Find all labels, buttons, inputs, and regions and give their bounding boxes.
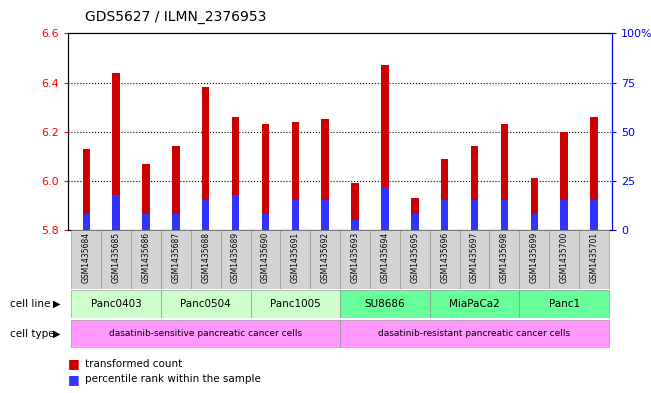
Bar <box>251 230 281 289</box>
Bar <box>549 230 579 289</box>
Text: GSM1435699: GSM1435699 <box>530 231 539 283</box>
Bar <box>202 87 210 230</box>
Bar <box>590 200 598 230</box>
Bar <box>471 200 478 230</box>
Bar <box>292 122 299 230</box>
Bar <box>519 290 609 318</box>
Bar <box>501 124 508 230</box>
Bar <box>143 163 150 230</box>
Bar <box>83 214 90 230</box>
Text: Panc0504: Panc0504 <box>180 299 231 309</box>
Text: GSM1435695: GSM1435695 <box>410 231 419 283</box>
Text: Panc0403: Panc0403 <box>90 299 141 309</box>
Text: GSM1435698: GSM1435698 <box>500 231 509 283</box>
Bar <box>430 230 460 289</box>
Text: GSM1435691: GSM1435691 <box>291 231 300 283</box>
Bar <box>72 320 340 348</box>
Bar <box>352 220 359 230</box>
Bar <box>501 200 508 230</box>
Text: GSM1435693: GSM1435693 <box>351 231 359 283</box>
Text: GSM1435685: GSM1435685 <box>111 231 120 283</box>
Text: dasatinib-sensitive pancreatic cancer cells: dasatinib-sensitive pancreatic cancer ce… <box>109 329 302 338</box>
Bar <box>340 290 430 318</box>
Text: Panc1005: Panc1005 <box>270 299 321 309</box>
Bar <box>381 187 389 230</box>
Bar <box>221 230 251 289</box>
Bar <box>400 230 430 289</box>
Bar <box>232 117 240 230</box>
Bar <box>161 290 251 318</box>
Bar <box>172 146 180 230</box>
Text: GDS5627 / ILMN_2376953: GDS5627 / ILMN_2376953 <box>85 10 266 24</box>
Text: GSM1435701: GSM1435701 <box>590 231 598 283</box>
Text: transformed count: transformed count <box>85 358 182 369</box>
Text: percentile rank within the sample: percentile rank within the sample <box>85 374 260 384</box>
Text: GSM1435694: GSM1435694 <box>380 231 389 283</box>
Bar <box>72 290 161 318</box>
Bar <box>281 230 311 289</box>
Bar <box>370 230 400 289</box>
Text: ■: ■ <box>68 373 80 386</box>
Bar <box>340 230 370 289</box>
Text: GSM1435697: GSM1435697 <box>470 231 479 283</box>
Bar <box>251 290 340 318</box>
Bar <box>531 214 538 230</box>
Bar <box>411 214 419 230</box>
Bar <box>113 73 120 230</box>
Bar <box>519 230 549 289</box>
Bar <box>83 149 90 230</box>
Text: ▶: ▶ <box>53 329 61 339</box>
Bar <box>490 230 519 289</box>
Bar <box>561 200 568 230</box>
Bar <box>411 198 419 230</box>
Bar <box>352 183 359 230</box>
Text: GSM1435700: GSM1435700 <box>560 231 569 283</box>
Bar <box>322 119 329 230</box>
Bar <box>430 290 519 318</box>
Bar <box>262 124 270 230</box>
Text: GSM1435696: GSM1435696 <box>440 231 449 283</box>
Text: dasatinib-resistant pancreatic cancer cells: dasatinib-resistant pancreatic cancer ce… <box>378 329 571 338</box>
Text: GSM1435684: GSM1435684 <box>82 231 90 283</box>
Text: GSM1435687: GSM1435687 <box>171 231 180 283</box>
Bar <box>161 230 191 289</box>
Bar <box>262 214 270 230</box>
Text: SU8686: SU8686 <box>365 299 406 309</box>
Text: ■: ■ <box>68 357 80 370</box>
Text: GSM1435688: GSM1435688 <box>201 231 210 283</box>
Bar <box>590 117 598 230</box>
Bar <box>172 214 180 230</box>
Bar <box>340 320 609 348</box>
Bar <box>232 195 240 230</box>
Text: GSM1435686: GSM1435686 <box>141 231 150 283</box>
Text: Panc1: Panc1 <box>549 299 579 309</box>
Bar <box>113 195 120 230</box>
Bar <box>441 159 449 230</box>
Text: ▶: ▶ <box>53 299 61 309</box>
Bar <box>311 230 340 289</box>
Bar <box>322 200 329 230</box>
Bar <box>143 214 150 230</box>
Text: GSM1435689: GSM1435689 <box>231 231 240 283</box>
Bar <box>191 230 221 289</box>
Bar <box>561 132 568 230</box>
Text: cell type: cell type <box>10 329 55 339</box>
Bar <box>441 200 449 230</box>
Text: GSM1435692: GSM1435692 <box>321 231 329 283</box>
Bar <box>72 230 101 289</box>
Text: cell line: cell line <box>10 299 50 309</box>
Text: GSM1435690: GSM1435690 <box>261 231 270 283</box>
Bar <box>531 178 538 230</box>
Bar <box>471 146 478 230</box>
Bar <box>579 230 609 289</box>
Bar <box>460 230 490 289</box>
Text: MiaPaCa2: MiaPaCa2 <box>449 299 500 309</box>
Bar <box>131 230 161 289</box>
Bar <box>101 230 131 289</box>
Bar <box>381 65 389 230</box>
Bar <box>292 200 299 230</box>
Bar <box>202 200 210 230</box>
